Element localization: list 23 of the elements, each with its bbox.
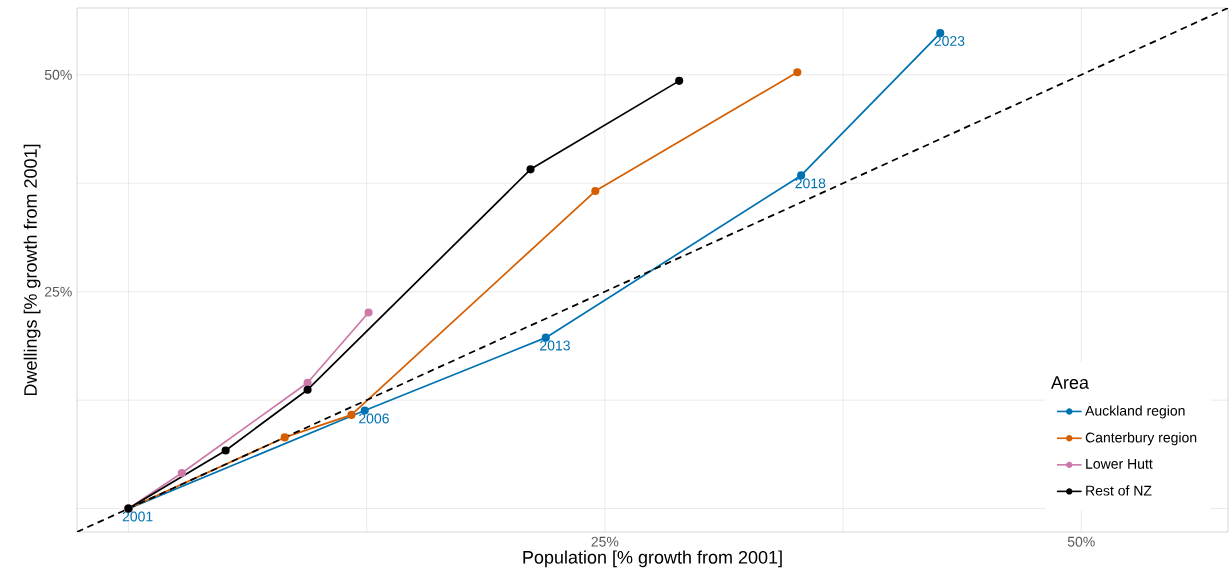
legend-title: Area — [1050, 376, 1089, 389]
legend-label: Rest of NZ — [1086, 485, 1152, 496]
point — [364, 308, 373, 317]
point — [675, 76, 684, 85]
legend-label: Canterbury region — [1085, 432, 1197, 446]
annotation: 2006 — [359, 413, 389, 424]
point — [793, 68, 802, 77]
annotation: 2001 — [122, 511, 153, 522]
annotation: 2023 — [934, 36, 965, 47]
point — [280, 433, 289, 442]
point — [591, 186, 600, 196]
legend-label: Auckland region — [1085, 405, 1185, 419]
point — [303, 378, 312, 387]
x-axis-title: Population [% growth from 2001] — [523, 550, 782, 568]
point — [177, 468, 186, 478]
point — [347, 410, 356, 419]
legend-label: Lower Hutt — [1086, 459, 1153, 469]
point — [526, 165, 535, 174]
annotation: 2013 — [540, 340, 570, 351]
annotation: 2018 — [795, 178, 826, 189]
y-axis-title: Dwellings [% growth from 2001] — [23, 144, 41, 396]
point — [221, 446, 230, 455]
point — [303, 385, 312, 394]
